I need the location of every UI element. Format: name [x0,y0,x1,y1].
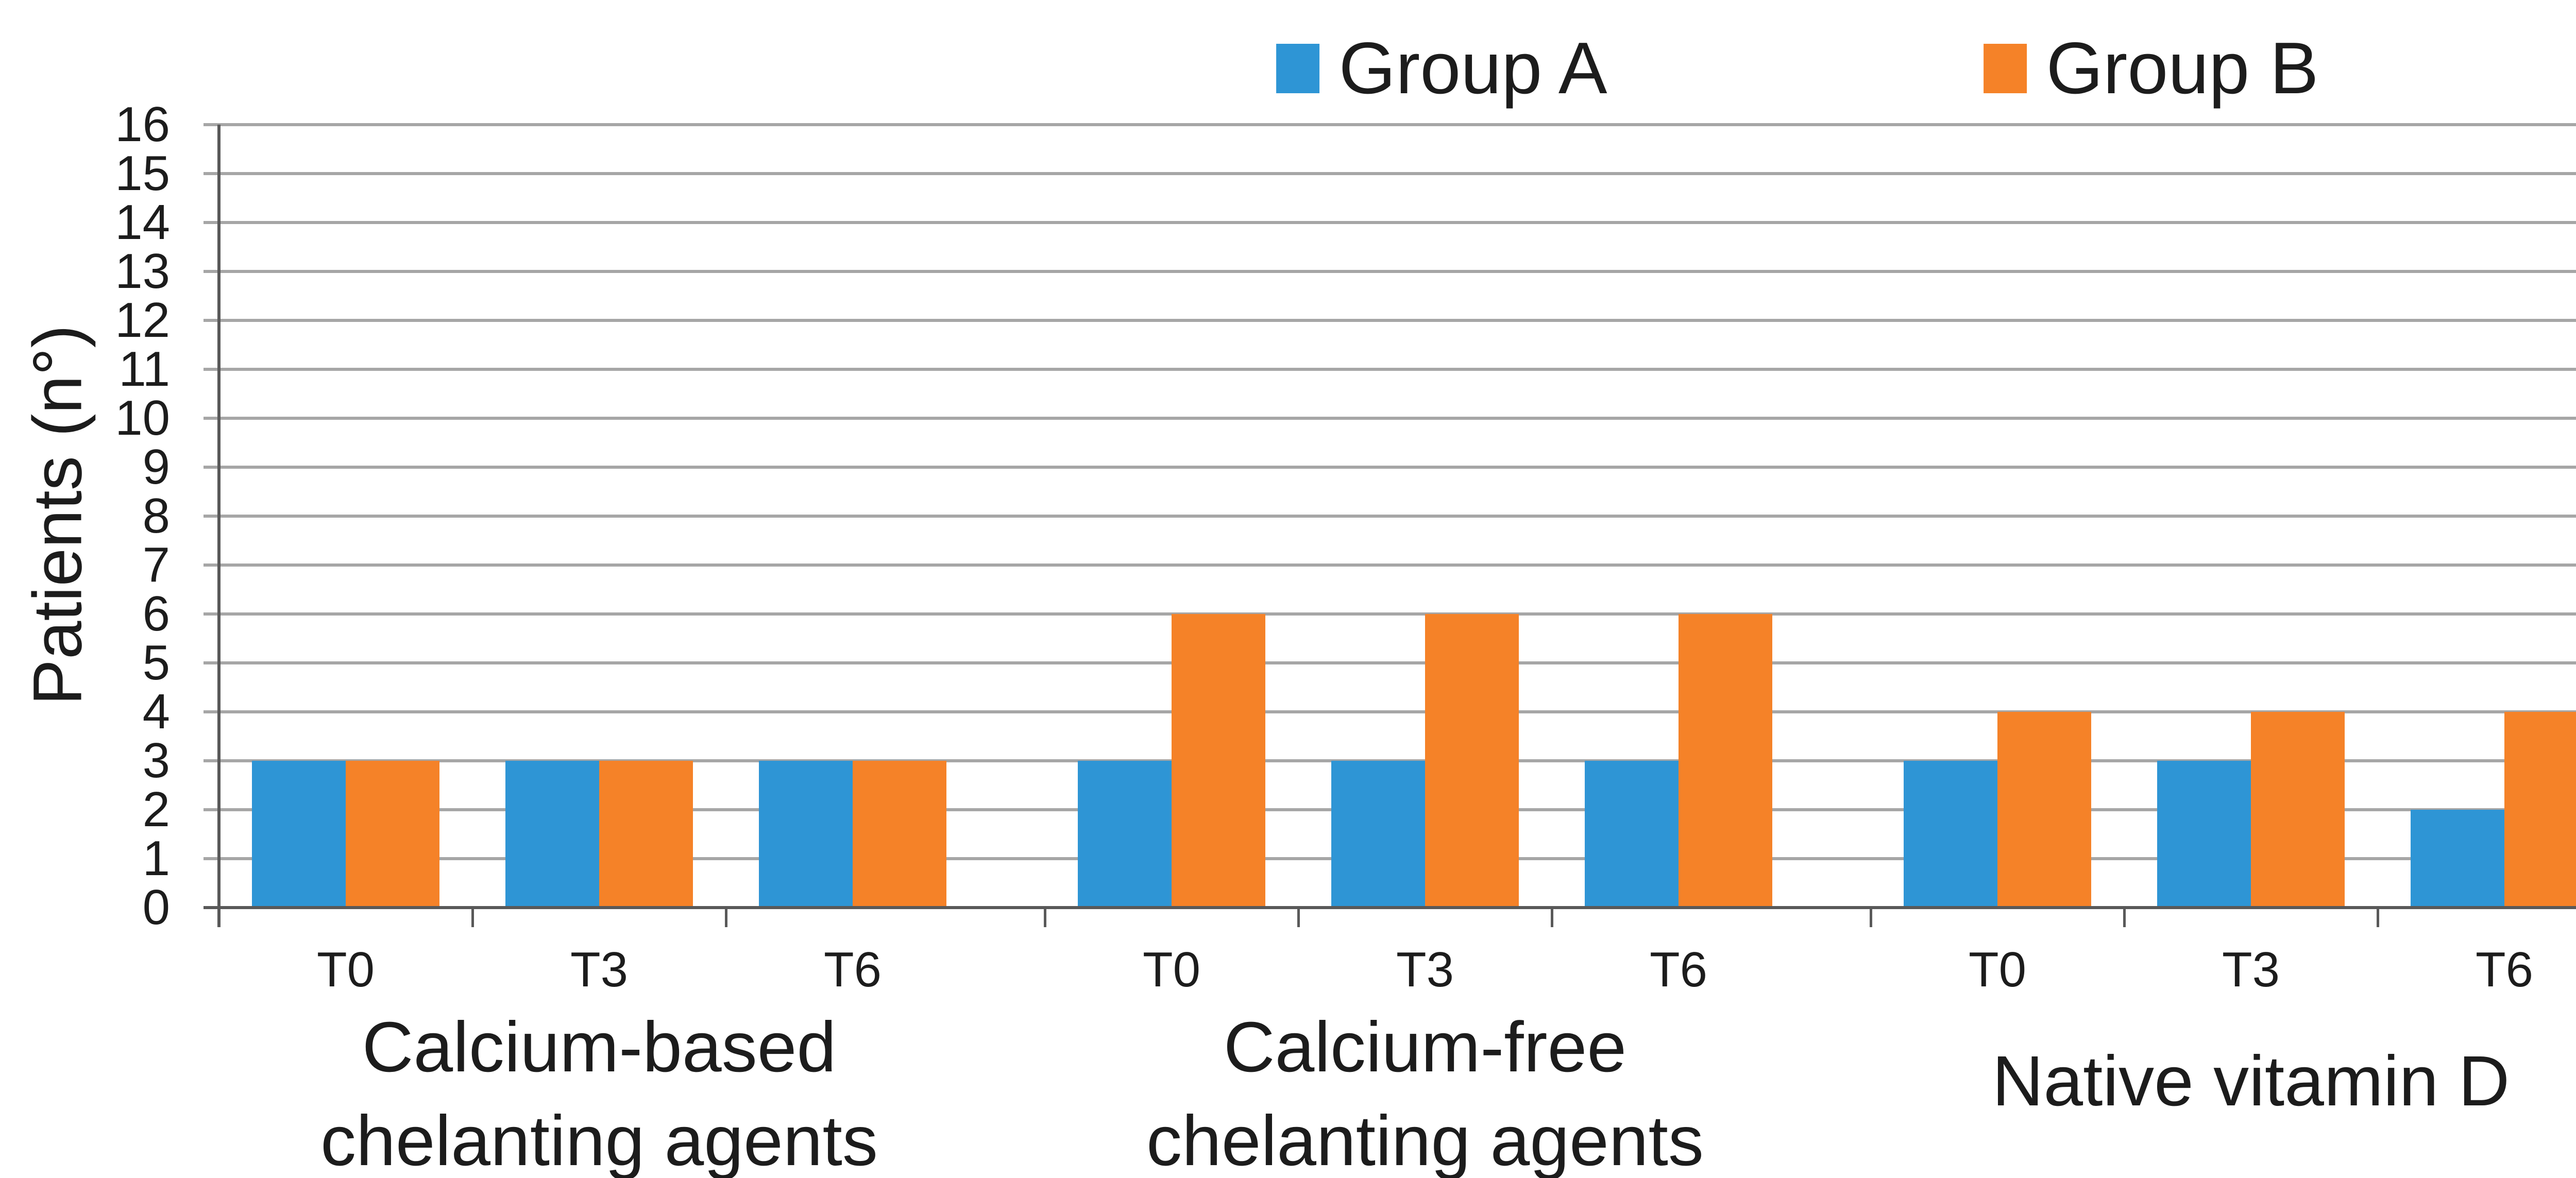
y-tick-label: 15 [115,146,170,201]
y-tick-label: 16 [115,97,170,152]
gridline [204,564,2576,567]
x-tick-label: T0 [316,942,375,997]
legend-swatch-group-a [1276,44,1319,93]
bar-group-a [252,761,346,908]
x-axis-boundary-tick [471,909,474,927]
bar-group-a [759,761,853,908]
x-axis-line [204,906,2576,909]
gridline [204,515,2576,518]
gridline [204,270,2576,273]
y-axis-line [217,125,221,927]
y-tick-label: 0 [142,880,170,935]
legend-label: Group A [1338,27,1607,109]
x-tick-label: T6 [823,942,882,997]
bar-group-a [1078,761,1172,908]
legend-item-group-a: Group A [1276,32,1607,105]
y-tick-label: 1 [142,831,170,886]
y-tick-label: 11 [118,342,170,397]
gridline [204,417,2576,420]
x-tick-label: T6 [1649,942,1708,997]
group-label-calcium-free: Calcium-free chelanting agents [1146,1008,1704,1178]
group-label-native-vitamin-d: Native vitamin D [1992,1042,2510,1121]
x-tick-label: T6 [2475,942,2534,997]
x-tick-label: T0 [1142,942,1201,997]
y-tick-label: 3 [142,733,170,788]
y-tick-label: 14 [115,195,170,250]
bar-group-b [2504,712,2576,908]
gridline [204,221,2576,224]
gridline [204,661,2576,664]
x-axis-boundary-tick [725,909,727,927]
x-axis-boundary-tick [2377,909,2379,927]
gridline [204,368,2576,371]
bar-group-a [1904,761,1997,908]
bar-group-b [2251,712,2345,908]
bar-group-b [1679,614,1772,908]
y-axis-title: Patients (n°) [19,325,96,706]
y-tick-label: 10 [115,390,170,446]
bar-group-a [1585,761,1679,908]
x-tick-label: T3 [1396,942,1454,997]
y-tick-label: 4 [142,684,170,739]
legend-label: Group B [2046,27,2319,109]
x-tick-label: T3 [2222,942,2280,997]
bar-group-a [2157,761,2251,908]
legend-swatch-group-b [1983,44,2027,93]
y-tick-label: 7 [142,537,170,592]
gridline [204,172,2576,175]
x-axis-boundary-tick [1870,909,1872,927]
y-tick-label: 6 [142,586,170,641]
gridline [204,710,2576,713]
y-tick-label: 5 [142,635,170,690]
x-tick-label: T0 [1968,942,2027,997]
x-axis-boundary-tick [1044,909,1046,927]
x-axis-boundary-tick [1297,909,1300,927]
legend-item-group-b: Group B [1983,27,2319,109]
group-label-calcium-based: Calcium-based chelanting agents [320,1008,878,1178]
x-axis-boundary-tick [1551,909,1553,927]
x-tick-label: T3 [570,942,629,997]
y-tick-label: 2 [142,782,170,837]
bar-group-a [2411,810,2504,908]
y-tick-label: 9 [142,439,170,494]
y-tick-label: 8 [142,488,170,543]
bar-group-b [346,761,439,908]
y-tick-label: 13 [115,244,170,299]
bar-group-b [1172,614,1265,908]
gridline [204,319,2576,322]
bar-group-b [1425,614,1519,908]
gridline [204,612,2576,616]
legend: Group A Group B [1276,27,2319,109]
gridline [204,123,2576,126]
bar-group-a [1331,761,1425,908]
gridline [204,466,2576,469]
y-tick-label: 12 [115,293,170,348]
x-axis-boundary-tick [2123,909,2126,927]
bar-group-b [853,761,946,908]
bar-group-b [599,761,693,908]
bar-group-b [1997,712,2091,908]
bar-group-a [505,761,599,908]
